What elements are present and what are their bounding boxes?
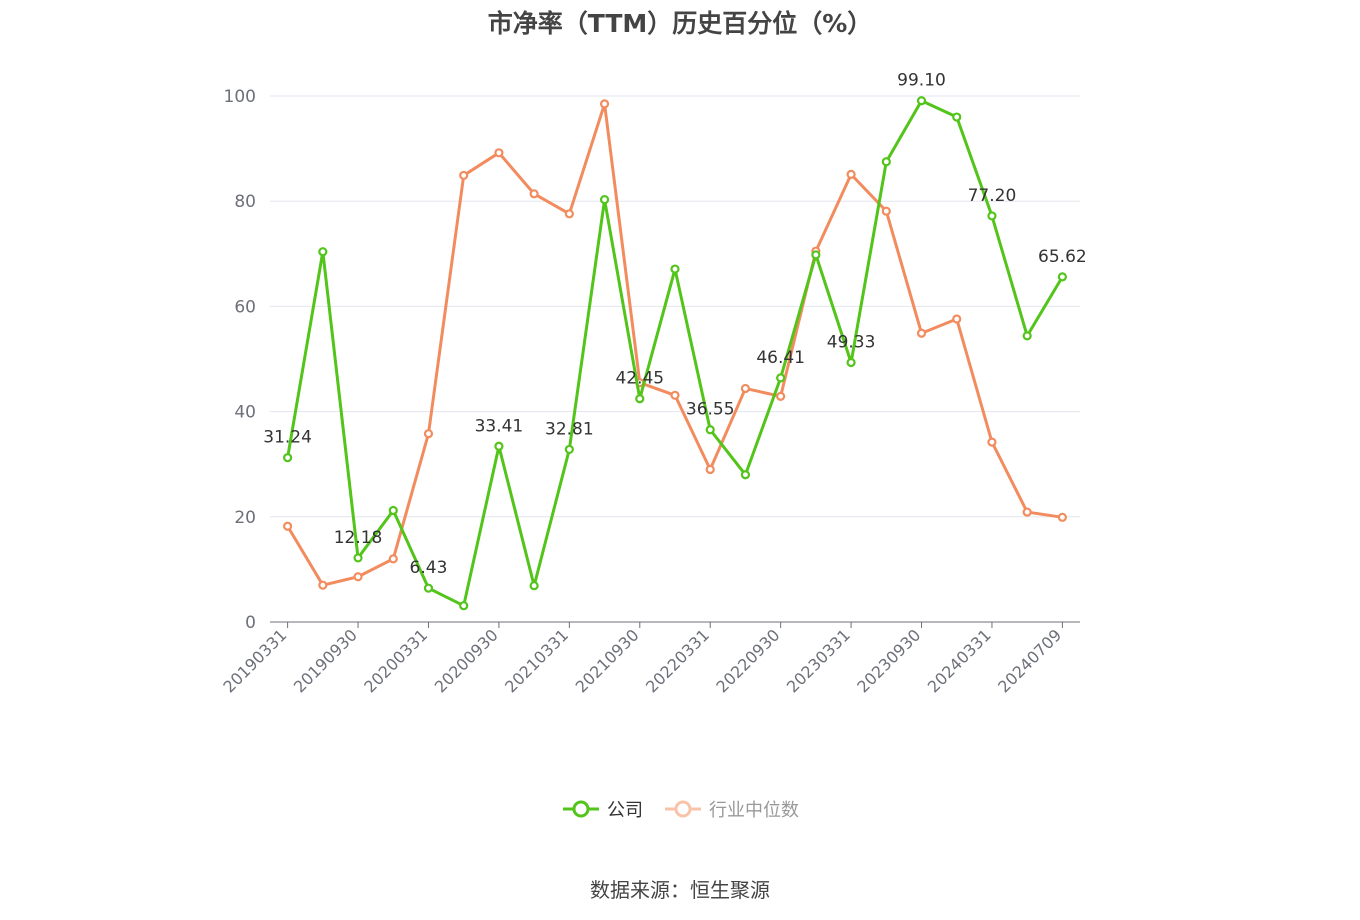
data-label: 77.20 (968, 186, 1017, 206)
data-point[interactable] (599, 195, 610, 205)
series-lines (283, 96, 1067, 611)
data-point[interactable] (881, 206, 891, 216)
legend-line-icon (563, 800, 599, 818)
x-tick-label: 20230331 (783, 625, 854, 696)
legend-item[interactable]: 行业中位数 (663, 796, 799, 822)
legend-item[interactable]: 公司 (561, 796, 643, 822)
x-tick-label: 20220331 (642, 625, 713, 696)
data-point[interactable] (952, 314, 962, 324)
data-label: 46.41 (756, 348, 805, 368)
x-tick-label: 20240709 (994, 625, 1065, 696)
data-point[interactable] (1057, 512, 1067, 522)
series-line (286, 102, 1063, 587)
data-point[interactable] (1022, 507, 1032, 517)
data-point[interactable] (564, 444, 574, 455)
series-line (286, 99, 1064, 608)
y-tick-label: 40 (234, 403, 256, 423)
data-point[interactable] (318, 580, 328, 590)
axes: 0 20 40 60 80 100 20190331 20190930 20200331 2020… (219, 87, 1080, 696)
x-tick-label: 20230930 (853, 625, 924, 696)
data-label: 12.18 (334, 528, 383, 548)
data-point[interactable] (987, 211, 997, 221)
data-point[interactable] (635, 394, 645, 404)
data-point[interactable] (318, 247, 328, 257)
data-point[interactable] (353, 553, 363, 563)
data-point[interactable] (529, 189, 539, 199)
data-point[interactable] (459, 601, 469, 611)
data-point[interactable] (987, 437, 997, 447)
data-label: 99.10 (897, 71, 946, 91)
data-point[interactable] (494, 441, 504, 451)
y-tick-label: 100 (224, 87, 256, 107)
x-tick-label: 20190930 (290, 625, 361, 696)
data-label: 33.41 (475, 416, 524, 436)
chart-title: 市净率（TTM）历史百分位（%） (487, 9, 873, 38)
y-tick-label: 0 (245, 613, 256, 633)
data-point[interactable] (283, 453, 293, 463)
x-tick-label: 20200331 (360, 625, 431, 696)
legend: 公司 行业中位数 (0, 796, 1360, 822)
data-point[interactable] (811, 250, 821, 260)
x-tick-label: 20210930 (572, 625, 643, 696)
data-point[interactable] (1057, 272, 1067, 282)
data-point[interactable] (846, 357, 856, 368)
y-tick-label: 20 (234, 508, 256, 528)
data-point[interactable] (776, 373, 786, 383)
data-label: 65.62 (1038, 247, 1087, 267)
data-point[interactable] (670, 264, 680, 274)
data-label: 6.43 (410, 558, 448, 578)
data-label: 31.24 (263, 428, 312, 448)
data-label: 36.55 (686, 400, 735, 420)
data-point[interactable] (564, 209, 574, 219)
data-point[interactable] (952, 112, 962, 122)
data-point[interactable] (388, 505, 398, 516)
data-point[interactable] (881, 157, 891, 167)
data-point[interactable] (916, 96, 927, 106)
data-point[interactable] (529, 581, 539, 591)
data-point[interactable] (599, 99, 610, 109)
x-tick-label: 20200930 (431, 625, 502, 696)
legend-label: 行业中位数 (709, 800, 799, 821)
data-point[interactable] (494, 148, 504, 158)
legend-label: 公司 (607, 800, 643, 821)
data-point[interactable] (916, 328, 927, 338)
data-label: 42.45 (615, 369, 664, 389)
data-point[interactable] (1022, 331, 1032, 341)
data-label: 32.81 (545, 419, 594, 439)
data-point[interactable] (423, 429, 434, 439)
data-point[interactable] (353, 572, 363, 582)
data-point[interactable] (670, 390, 680, 400)
data-point[interactable] (388, 554, 398, 564)
y-tick-label: 60 (234, 297, 256, 317)
data-point[interactable] (705, 464, 715, 475)
data-point[interactable] (740, 470, 751, 480)
x-tick-label: 20190331 (219, 625, 290, 696)
data-point[interactable] (776, 391, 786, 401)
x-tick-label: 20210331 (501, 625, 572, 696)
x-tick-label: 20220930 (712, 625, 783, 696)
data-point[interactable] (459, 170, 469, 181)
data-point[interactable] (846, 169, 856, 179)
data-label: 49.33 (827, 333, 876, 353)
y-tick-label: 80 (234, 192, 256, 212)
data-labels: 31.24 12.18 6.43 33.41 32.81 42.45 36.55 46.41 4… (263, 71, 1086, 578)
legend-line-icon (665, 800, 701, 818)
data-point[interactable] (705, 425, 715, 435)
gridlines (270, 95, 1080, 518)
data-point[interactable] (423, 583, 434, 593)
data-point[interactable] (740, 383, 751, 394)
data-point[interactable] (283, 521, 293, 531)
data-source-note: 数据来源：恒生聚源 (590, 878, 770, 902)
x-tick-label: 20240331 (924, 625, 995, 696)
